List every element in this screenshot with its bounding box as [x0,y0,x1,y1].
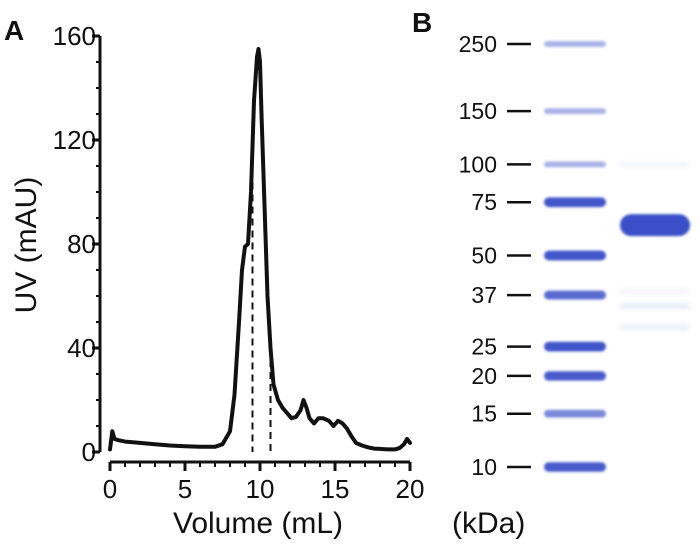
sample-band-3 [620,289,690,295]
x-axis-ticks: 0 5 10 15 20 [103,462,425,504]
sample-band-2 [620,214,690,237]
ladder-labels: 250 150 100 75 50 37 25 20 15 10 [459,31,531,480]
panel-b-label: B [412,7,432,38]
mw-label-150: 150 [459,98,497,124]
sample-band-5 [620,324,690,330]
mw-label-50: 50 [471,243,497,269]
sample-band-1 [620,161,690,167]
mw-label-15: 15 [471,401,497,427]
ladder-band-250 [544,41,606,47]
sample-lane [620,161,690,330]
y-tick-label: 40 [67,333,96,363]
ladder-band-20 [544,371,606,381]
y-tick-label: 120 [53,125,96,155]
kda-unit-label: (kDa) [452,507,525,540]
ladder-band-10 [544,462,606,472]
y-axis-ticks: 0 40 80 120 160 [53,21,100,467]
ladder-band-25 [544,341,606,352]
mw-label-75: 75 [471,189,497,215]
x-axis-title: Volume (mL) [173,507,343,540]
x-tick-label: 10 [246,474,275,504]
ladder-band-37 [544,290,606,300]
chromatogram-panel: A 0 40 80 120 160 0 5 10 15 20 Volume (mL) UV (m… [4,15,424,540]
mw-label-10: 10 [471,454,497,480]
mw-label-100: 100 [459,151,497,177]
mw-label-250: 250 [459,31,497,57]
y-tick-label: 80 [67,229,96,259]
ladder-band-15 [544,409,606,418]
panel-a-label: A [4,15,24,46]
mw-label-20: 20 [471,363,497,389]
ladder-band-100 [544,161,606,168]
sample-band-4 [620,303,690,309]
ladder-lane [544,41,606,472]
uv-trace-line [108,47,412,452]
ladder-band-150 [544,108,606,115]
x-tick-label: 20 [396,474,425,504]
mw-label-25: 25 [471,334,497,360]
ladder-band-50 [544,250,606,261]
y-axis-title: UV (mAU) [10,177,43,314]
y-tick-label: 0 [82,437,96,467]
x-tick-label: 0 [103,474,117,504]
y-tick-label: 160 [53,21,96,51]
gel-panel: B 250 150 100 75 50 37 25 20 15 10 (kDa) [412,7,690,540]
x-tick-label: 15 [321,474,350,504]
ladder-band-75 [544,197,606,208]
x-tick-label: 5 [178,474,192,504]
mw-label-37: 37 [471,282,497,308]
